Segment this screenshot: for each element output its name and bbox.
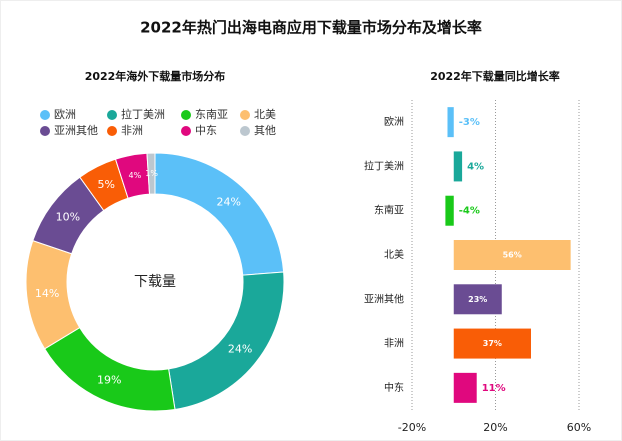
legend-label: 拉丁美洲 (121, 107, 165, 121)
main-title: 2022年热门出海电商应用下载量市场分布及增长率 (140, 19, 482, 37)
slice-label: 19% (97, 373, 121, 386)
legend-swatch (40, 126, 50, 136)
legend-label: 北美 (254, 108, 276, 121)
donut-slice (146, 152, 156, 195)
value-label: -4% (459, 206, 480, 217)
slice-label: 1% (145, 169, 158, 178)
y-tick-label: 北美 (384, 248, 404, 261)
bar (453, 372, 477, 403)
bar-title: 2022年下载量同比增长率 (430, 69, 560, 83)
legend-swatch (107, 126, 117, 136)
legend-swatch (107, 110, 117, 120)
x-tick-label: -20% (398, 421, 426, 434)
bar (453, 240, 571, 270)
slice-label: 10% (56, 210, 80, 223)
bar (453, 328, 531, 359)
y-tick-label: 亚洲其他 (364, 292, 404, 305)
legend-swatch (240, 126, 250, 136)
legend-swatch (181, 110, 191, 120)
bar (453, 284, 502, 315)
slice-label: 24% (216, 195, 240, 208)
legend-swatch (40, 110, 50, 120)
value-label: 37% (483, 339, 502, 348)
slice-label: 4% (129, 171, 142, 180)
value-label: 11% (482, 383, 506, 394)
bar (447, 107, 454, 138)
y-tick-label: 欧洲 (384, 116, 404, 128)
legend-label: 欧洲 (54, 108, 76, 121)
legend-swatch (181, 126, 191, 136)
center-label: 下载量 (134, 274, 176, 290)
value-label: 23% (468, 295, 487, 304)
y-tick-label: 非洲 (384, 338, 404, 350)
legend-swatch (240, 110, 250, 120)
value-label: 4% (467, 161, 484, 172)
value-label: -3% (459, 117, 480, 128)
legend-label: 非洲 (121, 124, 143, 137)
pie-title: 2022年海外下载量市场分布 (85, 69, 226, 83)
y-tick-label: 拉丁美洲 (364, 159, 404, 172)
legend-label: 其他 (254, 124, 276, 137)
bar (445, 195, 454, 226)
y-tick-label: 中东 (384, 381, 404, 394)
bar (453, 151, 463, 182)
x-tick-label: 20% (483, 421, 507, 434)
legend-label: 亚洲其他 (54, 124, 98, 137)
slice-label: 24% (228, 342, 252, 355)
legend-label: 中东 (195, 124, 217, 137)
slice-label: 14% (35, 287, 59, 300)
legend-label: 东南亚 (195, 108, 228, 121)
slice-label: 5% (97, 178, 114, 191)
y-tick-label: 东南亚 (374, 204, 404, 217)
x-tick-label: 60% (567, 421, 591, 434)
value-label: 56% (503, 251, 522, 260)
